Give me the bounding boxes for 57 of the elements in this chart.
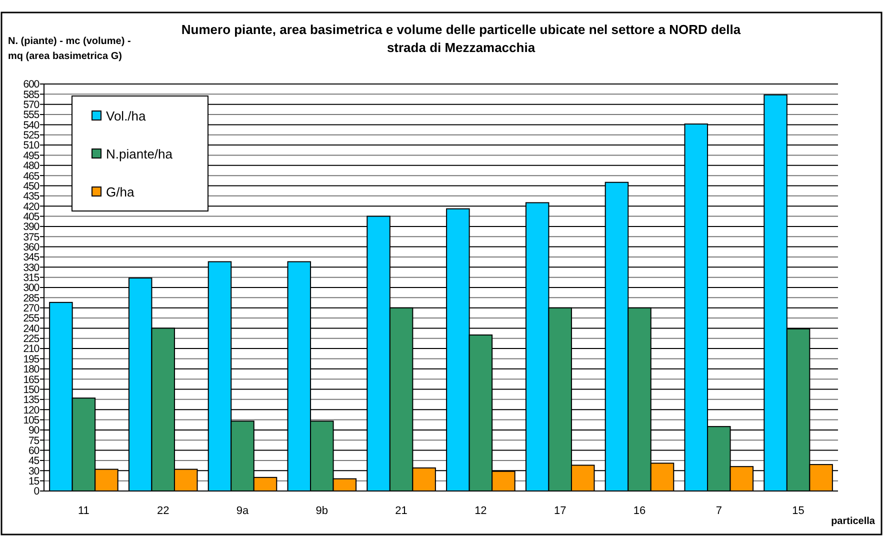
y-tick-label: 210 [23,343,40,356]
y-tick-label: 255 [23,312,40,325]
y-tick-label: 195 [23,353,40,366]
x-tick-label: 17 [554,505,566,517]
x-tick-label: 9b [316,505,328,517]
y-tick-label: 420 [23,200,40,213]
y-tick-label: 600 [23,78,40,91]
y-tick-label: 150 [23,384,40,396]
y-tick-label: 390 [23,221,40,234]
y-tick-label: 240 [23,322,40,335]
y-tick-label: 345 [23,252,40,264]
y-tick-label: 165 [23,374,40,386]
y-tick-label: 570 [23,99,40,112]
y-tick-label: 15 [28,476,40,488]
y-tick-label: 105 [23,414,40,426]
legend-label: G/ha [106,184,135,200]
y-tick-label: 555 [23,109,40,122]
legend-label: Vol./ha [106,108,147,124]
y-tick-label: 375 [23,231,40,244]
y-tick-label: 330 [23,262,40,274]
chart-title: Numero piante, area basimetrica e volume delle particelle ubicate nel settore a NORD della strada di Mezzamacchia [181,22,742,55]
y-axis-title: N. (piante) - mc (volume) - mq (area basimetrica G) [8,36,134,62]
y-tick-label: 315 [23,272,40,284]
y-tick-label: 435 [23,190,40,203]
x-tick-label: 9a [236,505,250,517]
y-tick-label: 480 [23,160,40,172]
y-tick-label: 60 [28,444,40,457]
y-tick-label: 90 [28,424,40,437]
y-tick-label: 30 [28,465,40,478]
y-tick-label: 0 [34,486,40,498]
x-tick-label: 11 [78,505,90,517]
y-tick-label: 120 [23,404,40,416]
y-tick-label: 360 [23,241,40,254]
y-tick-label: 510 [23,140,40,152]
x-tick-label: 21 [395,505,408,517]
y-tick-label: 585 [23,88,40,101]
x-tick-label: 7 [716,505,722,517]
x-axis-title: particella [831,516,876,527]
x-tick-label: 16 [633,505,646,517]
y-tick-label: 180 [23,364,40,376]
y-tick-label: 495 [23,150,40,162]
y-tick-label: 270 [23,302,40,315]
y-tick-label: 225 [23,333,40,346]
y-tick-label: 75 [28,434,40,447]
y-tick-label: 465 [23,170,40,182]
y-tick-label: 405 [23,210,40,223]
y-tick-label: 540 [23,119,40,132]
y-tick-label: 135 [23,394,40,406]
x-tick-label: 15 [792,505,804,517]
legend-label: N.piante/ha [106,146,174,162]
y-tick-label: 300 [23,282,40,294]
y-tick-label: 285 [23,292,40,304]
y-tick-label: 450 [23,180,40,192]
x-tick-label: 12 [474,505,487,517]
y-tick-label: 45 [28,455,40,468]
x-tick-label: 22 [156,505,170,517]
y-tick-label: 525 [23,130,40,142]
